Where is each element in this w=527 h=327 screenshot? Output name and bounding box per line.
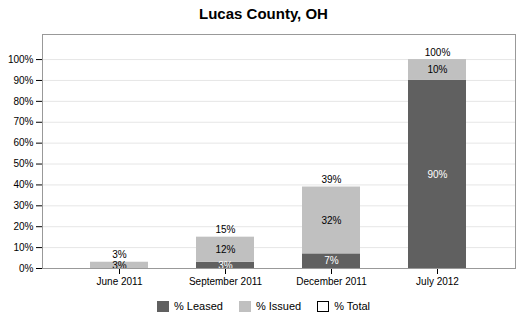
svg-text:15%: 15% [215,224,235,235]
svg-text:100%: 100% [8,54,34,65]
svg-text:50%: 50% [13,158,33,169]
svg-text:39%: 39% [321,174,341,185]
svg-text:3%: 3% [218,259,233,271]
svg-text:10%: 10% [427,64,447,75]
svg-text:12%: 12% [215,244,235,255]
svg-text:July 2012: July 2012 [416,276,459,287]
svg-text:20%: 20% [13,221,33,232]
svg-text:90%: 90% [427,169,447,180]
svg-text:7%: 7% [324,255,339,266]
html-text:% Leased: % Leased [174,300,223,312]
svg-text:32%: 32% [321,215,341,226]
html-text:% Total: % Total [334,300,370,312]
html-text:% Issued: % Issued [255,300,302,312]
svg-text:70%: 70% [13,116,33,127]
svg-text:December 2011: December 2011 [296,276,367,287]
svg-text:40%: 40% [13,179,33,190]
svg-text:0%: 0% [19,263,34,274]
svg-text:30%: 30% [13,200,33,211]
svg-text:10%: 10% [13,242,33,253]
svg-text:June 2011: June 2011 [97,276,143,287]
svg-text:3%: 3% [112,259,127,271]
svg-text:3%: 3% [112,249,127,260]
svg-text:90%: 90% [13,75,33,86]
svg-text:60%: 60% [13,137,33,148]
svg-text:100%: 100% [425,47,451,58]
html-text:Lucas County, OH: Lucas County, OH [199,5,328,22]
svg-text:80%: 80% [13,96,33,107]
svg-text:September 2011: September 2011 [189,276,263,287]
